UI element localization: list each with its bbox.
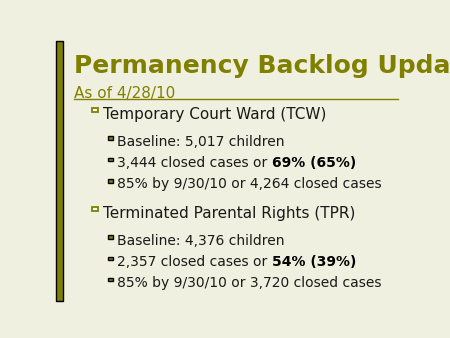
- Text: Terminated Parental Rights (TPR): Terminated Parental Rights (TPR): [104, 206, 356, 221]
- Text: Temporary Court Ward (TCW): Temporary Court Ward (TCW): [104, 107, 327, 122]
- Text: Baseline: 5,017 children: Baseline: 5,017 children: [117, 135, 285, 149]
- Text: 3,444 closed cases or: 3,444 closed cases or: [117, 156, 272, 170]
- Text: 54% (39%): 54% (39%): [272, 255, 356, 269]
- FancyBboxPatch shape: [92, 108, 99, 113]
- Text: 69% (65%): 69% (65%): [272, 156, 356, 170]
- FancyBboxPatch shape: [108, 257, 112, 260]
- Text: 2,357 closed cases or: 2,357 closed cases or: [117, 255, 272, 269]
- Text: 85% by 9/30/10 or 4,264 closed cases: 85% by 9/30/10 or 4,264 closed cases: [117, 177, 382, 191]
- Text: 85% by 9/30/10 or 3,720 closed cases: 85% by 9/30/10 or 3,720 closed cases: [117, 276, 382, 290]
- FancyBboxPatch shape: [56, 41, 63, 301]
- FancyBboxPatch shape: [108, 278, 112, 282]
- Text: Baseline: 4,376 children: Baseline: 4,376 children: [117, 234, 285, 248]
- Text: Permanency Backlog Update: Permanency Backlog Update: [74, 54, 450, 78]
- FancyBboxPatch shape: [92, 207, 99, 211]
- FancyBboxPatch shape: [108, 158, 112, 161]
- FancyBboxPatch shape: [108, 179, 112, 183]
- FancyBboxPatch shape: [108, 137, 112, 140]
- Text: As of 4/28/10: As of 4/28/10: [74, 86, 175, 101]
- FancyBboxPatch shape: [108, 235, 112, 239]
